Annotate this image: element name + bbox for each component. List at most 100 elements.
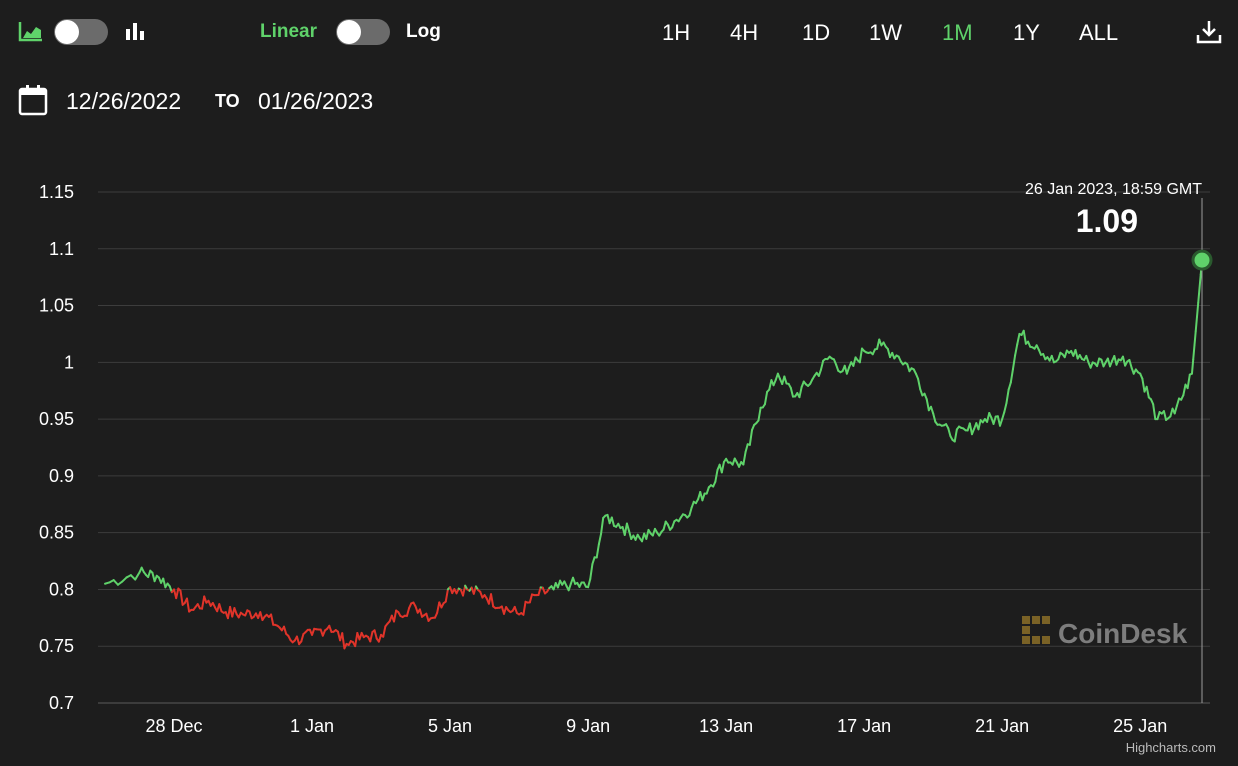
coindesk-wordmark: CoinDesk [1058,618,1188,649]
series-line-segment [112,579,119,586]
series-line-segment [1162,410,1168,421]
series-line-segment [744,443,749,454]
series-line-segment [1057,351,1062,361]
series-line-segment [444,588,449,603]
y-tick-label: 1.15 [39,182,74,202]
x-tick-label: 17 Jan [837,716,891,736]
highcharts-credits[interactable]: Highcharts.com [1126,740,1216,755]
series-line-segment [789,386,794,398]
coindesk-logo-icon [1022,616,1050,644]
series-line-segment [392,609,398,623]
series-line-segment [600,516,605,535]
coindesk-watermark: CoinDesk [1022,616,1188,649]
x-tick-label: 25 Jan [1113,716,1167,736]
series-line-segment [1145,385,1150,399]
y-tick-label: 0.75 [39,636,74,656]
x-tick-label: 5 Jan [428,716,472,736]
area-chart-icon[interactable] [18,20,44,42]
series-line-segment [528,593,534,604]
series-line-segment [1085,354,1090,364]
series-line-segment [185,597,191,613]
y-axis: 0.7 0.75 0.8 0.85 0.9 0.95 1 1.05 1.1 1.15 [39,182,74,713]
series-line-segment [369,631,374,643]
series-line-segment [1141,377,1146,393]
date-to[interactable]: 01/26/2023 [258,88,374,114]
series-line-segment [947,427,952,438]
y-tick-label: 0.9 [49,466,74,486]
series-line-segment [932,412,937,423]
series-line-segment [968,422,973,436]
x-tick-label: 28 Dec [145,716,202,736]
series-line-segment [845,366,851,375]
date-from[interactable]: 12/26/2022 [66,88,182,114]
series-line-segment [714,468,719,483]
series-line-segment [1063,349,1068,359]
series-line-segment [175,587,180,600]
series-line-segment [977,419,982,431]
y-tick-label: 1.05 [39,296,74,316]
series-line-segment [705,486,710,495]
series-line-segment [218,603,223,613]
series-line-segment [1182,383,1187,397]
series-line-segment [597,532,603,546]
series-line-segment [1190,358,1195,375]
series-line-segment [147,569,152,579]
series-line-segment [742,451,747,466]
range-button-1m[interactable]: 1M [942,20,973,45]
series-line-segment [1173,404,1178,415]
series-line-segment [1121,355,1127,367]
series-line-segment [645,528,650,540]
tooltip-date: 26 Jan 2023, 18:59 GMT [1025,181,1202,198]
toggle-knob [55,20,79,44]
series-line-segment [589,563,594,580]
series-line-segment [1152,403,1157,421]
download-icon[interactable] [1195,18,1223,46]
series-line-segment [311,627,316,636]
chart-type-toggle[interactable] [54,19,108,45]
series-line-segment [587,577,592,589]
range-button-4h[interactable]: 4H [730,20,759,45]
chart-toolbar: Linear Log 1H 4H 1D 1W 1M 1Y ALL [0,0,1238,66]
price-series [104,259,1203,650]
series-line-segment [1011,354,1017,371]
range-button-1h[interactable]: 1H [662,20,691,45]
linear-scale-label[interactable]: Linear [260,21,318,42]
series-line-segment [341,632,346,650]
series-line-segment [405,607,411,617]
last-point-marker [1191,249,1213,271]
series-line-segment [720,460,725,474]
series-line-segment [992,415,997,425]
series-line-segment [1050,354,1055,364]
range-button-1w[interactable]: 1W [869,20,902,45]
series-line-segment [1197,287,1201,304]
series-line-segment [591,556,596,566]
range-button-1y[interactable]: 1Y [1013,20,1040,45]
bar-chart-icon[interactable] [124,20,146,42]
series-line-segment [1193,330,1197,347]
series-line-segment [1009,368,1014,384]
series-line-segment [757,406,762,422]
series-line-segment [1194,315,1198,333]
series-line-segment [628,530,633,541]
range-button-1d[interactable]: 1D [802,20,831,45]
range-button-all[interactable]: ALL [1079,20,1119,45]
scale-toggle[interactable] [336,19,390,45]
series-line-segment [610,516,615,527]
series-line-segment [999,418,1004,427]
y-tick-label: 0.85 [39,523,74,543]
series-line-segment [1003,401,1008,413]
series-line-segment [925,398,930,412]
y-tick-label: 0.7 [49,693,74,713]
y-tick-label: 0.95 [39,409,74,429]
series-line-segment [1175,397,1181,407]
series-line-segment [748,429,753,446]
series-line-segment [783,375,788,385]
series-line-segment [373,629,378,640]
y-tick-label: 1 [64,352,74,372]
calendar-icon[interactable] [18,84,48,116]
log-scale-label[interactable]: Log [406,21,441,42]
series-line-segment [701,492,706,502]
series-line-segment [1016,332,1021,346]
series-line-segment [917,377,922,391]
